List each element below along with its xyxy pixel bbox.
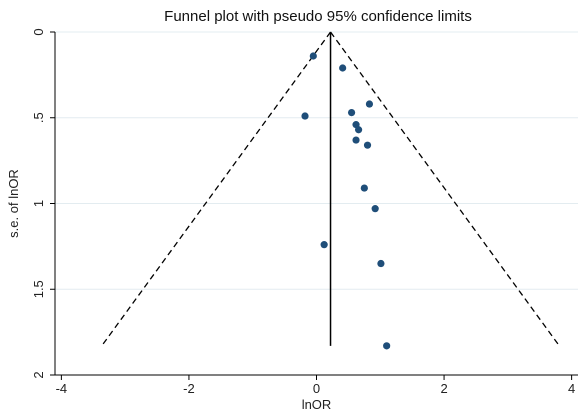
data-point-3: [347, 109, 356, 117]
x-tick-label-3: 2: [440, 381, 447, 396]
data-point-6: [354, 126, 363, 134]
ci-upper-limit-line: [330, 31, 560, 347]
data-point-12: [377, 259, 385, 268]
y-tick-label-3: 1.5: [31, 280, 46, 298]
y-tick-label-2: 1: [31, 200, 46, 207]
x-tick-label-2: 0: [313, 381, 320, 396]
data-point-4: [301, 112, 309, 120]
data-point-9: [360, 184, 368, 192]
data-point-7: [352, 136, 360, 144]
data-point-10: [371, 205, 379, 213]
data-point-13: [383, 342, 391, 350]
data-point-0: [309, 52, 317, 60]
data-point-11: [320, 241, 328, 249]
x-tick-label-4: 4: [568, 381, 575, 396]
y-tick-label-1: .5: [31, 112, 46, 123]
data-point-2: [365, 100, 374, 108]
data-point-1: [339, 64, 347, 72]
ci-lower-limit-line: [101, 31, 332, 347]
y-axis-label: s.e. of lnOR: [6, 169, 21, 238]
y-tick-label-0: 0: [31, 28, 46, 35]
x-tick-label-0: -4: [56, 381, 68, 396]
data-point-8: [363, 141, 372, 149]
x-tick-label-1: -2: [183, 381, 195, 396]
x-axis-label: lnOR: [302, 397, 332, 412]
y-tick-label-4: 2: [31, 371, 46, 378]
chart-title: Funnel plot with pseudo 95% confidence l…: [164, 8, 472, 25]
